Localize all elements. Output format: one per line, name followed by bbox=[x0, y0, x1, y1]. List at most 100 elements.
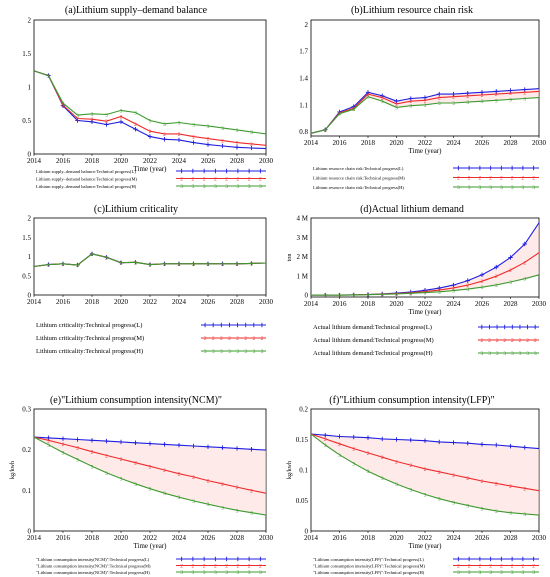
y-tick-label: 2 bbox=[28, 215, 32, 223]
data-point bbox=[365, 435, 371, 440]
series-line bbox=[310, 433, 540, 492]
legend-entry: "Lithium consumption intensity(LFP)":Tec… bbox=[313, 570, 539, 576]
data-point: 3 bbox=[47, 263, 50, 269]
data-point: 3 bbox=[367, 293, 370, 299]
data-point bbox=[104, 122, 109, 127]
y-tick-label: 0 bbox=[305, 292, 309, 300]
data-point bbox=[508, 255, 513, 260]
plot-frame bbox=[33, 217, 267, 296]
x-axis-label: Time (year) bbox=[134, 542, 168, 550]
legend-label: Actual lithium demand:Technical progress… bbox=[313, 324, 432, 331]
legend-marker: 2 bbox=[237, 177, 240, 183]
x-tick-label: 2028 bbox=[504, 139, 519, 147]
x-tick-label: 2018 bbox=[85, 534, 100, 542]
legend-marker bbox=[456, 165, 461, 171]
data-point bbox=[89, 119, 95, 125]
legend-marker: 2 bbox=[457, 564, 460, 570]
data-point bbox=[522, 445, 527, 450]
data-point: 2 bbox=[509, 91, 512, 97]
legend-marker: 3 bbox=[261, 349, 264, 355]
legend-marker: 3 bbox=[252, 349, 255, 355]
data-point: 2 bbox=[149, 129, 152, 135]
data-point: 3 bbox=[452, 289, 455, 295]
data-point: 2 bbox=[134, 260, 137, 266]
x-tick-label: 2016 bbox=[333, 139, 348, 147]
chart-panel-1: (a)Lithium supply–demand balance 2014 2016… bbox=[22, 5, 273, 190]
data-point bbox=[133, 440, 138, 445]
plot-frame bbox=[310, 217, 540, 298]
legend-marker: 3 bbox=[203, 184, 206, 190]
legend-marker: 2 bbox=[225, 177, 228, 183]
legend-marker: 3 bbox=[479, 185, 482, 191]
legend-marker: 3 bbox=[532, 185, 535, 191]
data-point: 3 bbox=[381, 99, 384, 105]
data-point: 2 bbox=[338, 293, 341, 299]
legend-label: "Lithium consumption intensity(LFP)":Tec… bbox=[313, 570, 425, 575]
data-point: 2 bbox=[452, 286, 455, 292]
series-line bbox=[310, 96, 540, 134]
legend-marker: 3 bbox=[522, 185, 525, 191]
x-tick-label: 2014 bbox=[27, 534, 42, 542]
legend-marker: 2 bbox=[511, 176, 514, 182]
data-point: 3 bbox=[149, 263, 152, 269]
legend-marker: 2 bbox=[192, 564, 195, 570]
x-tick-label: 2026 bbox=[475, 534, 490, 542]
data-point: 2 bbox=[163, 262, 166, 268]
data-point: 3 bbox=[338, 293, 341, 299]
legend-marker: 2 bbox=[259, 564, 262, 570]
x-tick-label: 2020 bbox=[114, 157, 129, 165]
data-point: 2 bbox=[481, 93, 484, 99]
legend-label: "Lithium consumption intensity(LFP)":Tec… bbox=[313, 564, 425, 569]
legend-marker: 2 bbox=[252, 336, 255, 342]
data-point bbox=[437, 91, 442, 97]
data-point: 3 bbox=[163, 491, 166, 497]
data-point: 3 bbox=[523, 277, 526, 283]
data-point: 3 bbox=[76, 113, 79, 119]
data-point bbox=[249, 145, 254, 151]
legend-marker: 2 bbox=[214, 564, 217, 570]
data-point bbox=[147, 441, 153, 446]
data-point: 2 bbox=[424, 98, 427, 104]
data-point: 2 bbox=[91, 117, 94, 123]
data-point: 2 bbox=[76, 263, 79, 269]
legend-marker: 3 bbox=[496, 351, 499, 357]
data-point: 3 bbox=[481, 506, 484, 512]
legend-marker bbox=[532, 324, 538, 330]
legend-entry: Lithium supply–demand balance:Technical … bbox=[36, 168, 266, 174]
legend-marker: 3 bbox=[203, 570, 206, 576]
data-point: 3 bbox=[105, 255, 108, 261]
data-point bbox=[522, 241, 527, 247]
data-point bbox=[522, 87, 527, 92]
data-point: 3 bbox=[452, 101, 455, 107]
legend-marker: 2 bbox=[214, 177, 217, 183]
y-tick-label: 0 bbox=[28, 528, 32, 536]
legend-marker bbox=[520, 165, 526, 171]
y-tick-label: 1.1 bbox=[299, 101, 308, 109]
data-point: 2 bbox=[207, 262, 210, 268]
data-point: 3 bbox=[509, 511, 512, 517]
legend-marker bbox=[235, 556, 241, 562]
legend-marker: 2 bbox=[479, 176, 482, 182]
data-point bbox=[323, 433, 328, 438]
legend-marker bbox=[517, 324, 523, 330]
data-point: 3 bbox=[62, 101, 65, 107]
data-point: 2 bbox=[452, 95, 455, 101]
data-point: 2 bbox=[62, 262, 65, 268]
data-point: 3 bbox=[62, 262, 65, 268]
x-tick-label: 2020 bbox=[114, 298, 129, 306]
legend-marker: 2 bbox=[259, 177, 262, 183]
x-tick-label: 2016 bbox=[333, 300, 348, 308]
legend-marker: 3 bbox=[532, 570, 535, 576]
data-point: 2 bbox=[236, 262, 239, 268]
legend-entry: Lithium resource chain risk:Technical pr… bbox=[313, 176, 539, 182]
data-point: 2 bbox=[523, 486, 526, 492]
data-point bbox=[191, 443, 196, 449]
legend-marker: 3 bbox=[214, 184, 217, 190]
data-point: 3 bbox=[192, 499, 195, 505]
data-point: 2 bbox=[236, 485, 239, 491]
data-point: 2 bbox=[192, 475, 195, 481]
data-point bbox=[205, 444, 211, 450]
data-point: 3 bbox=[481, 99, 484, 105]
data-point bbox=[451, 282, 456, 288]
